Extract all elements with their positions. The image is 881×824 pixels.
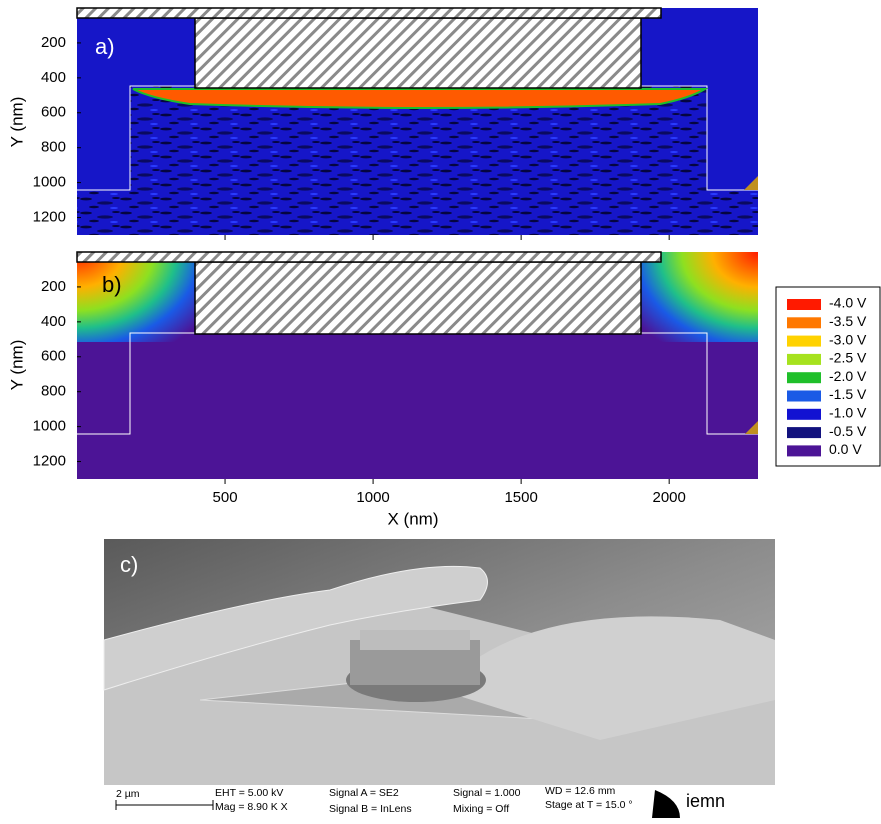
legend-swatch	[787, 390, 821, 402]
legend-label: -1.0 V	[829, 405, 867, 421]
legend-label: 0.0 V	[829, 441, 862, 457]
y-axis-title: Y (nm)	[7, 97, 26, 148]
wd: WD = 12.6 mm	[545, 785, 616, 797]
legend-swatch	[787, 427, 821, 439]
panel-a: a)	[76, 7, 758, 235]
y-tick-label: 600	[41, 104, 66, 121]
legend-label: -3.5 V	[829, 313, 867, 329]
y-tick-label: 400	[41, 69, 66, 86]
y-tick-label: 800	[41, 383, 66, 400]
y-axis-title: Y (nm)	[7, 340, 26, 391]
y-tick-label: 400	[41, 313, 66, 330]
y-tick-label: 800	[41, 139, 66, 156]
signal: Signal = 1.000	[453, 787, 521, 799]
y-tick-label: 1000	[33, 174, 66, 191]
legend-swatch	[787, 299, 821, 310]
legend-swatch	[787, 317, 821, 329]
legend: -4.0 V -3.5 V -3.0 V -2.5 V -2.0 V -1.5 V -1.0…	[787, 295, 867, 457]
x-tick-label: 1500	[504, 489, 537, 506]
y-tick-label: 1200	[33, 209, 66, 226]
legend-label: -0.5 V	[829, 423, 867, 439]
panel-label: a)	[95, 34, 115, 59]
panel-label: c)	[120, 552, 138, 577]
panel-b: b)	[76, 251, 758, 479]
mag: Mag = 8.90 K X	[215, 801, 288, 813]
legend-label: -2.0 V	[829, 368, 867, 384]
legend-label: -2.5 V	[829, 350, 867, 366]
y-tick-label: 200	[41, 34, 66, 51]
scale-bar: 2 µm	[116, 788, 140, 800]
x-tick-label: 500	[213, 489, 238, 506]
mixing: Mixing = Off	[453, 803, 509, 815]
y-tick-label: 1000	[33, 418, 66, 435]
x-axis-title: X (nm)	[388, 509, 439, 528]
y-tick-label: 1200	[33, 453, 66, 470]
y-tick-label: 600	[41, 348, 66, 365]
signal-a: Signal A = SE2	[329, 787, 399, 799]
logo: iemn	[686, 791, 725, 811]
sem-image: c) 2 µm EHT = 5.00 kV Mag = 8.90 K X Sig…	[103, 539, 775, 818]
legend-swatch	[787, 353, 821, 365]
stage: Stage at T = 15.0 °	[545, 799, 633, 811]
eht: EHT = 5.00 kV	[215, 787, 283, 799]
legend-label: -1.5 V	[829, 386, 867, 402]
x-tick-label: 2000	[652, 489, 685, 506]
signal-b: Signal B = InLens	[329, 803, 412, 815]
legend-swatch	[787, 372, 821, 384]
legend-label: -4.0 V	[829, 295, 867, 311]
y-tick-label: 200	[41, 278, 66, 295]
legend-swatch	[787, 445, 821, 457]
legend-swatch	[787, 408, 821, 420]
legend-swatch	[787, 335, 821, 347]
panel-label: b)	[102, 272, 122, 297]
x-tick-label: 1000	[356, 489, 389, 506]
legend-label: -3.0 V	[829, 331, 867, 347]
